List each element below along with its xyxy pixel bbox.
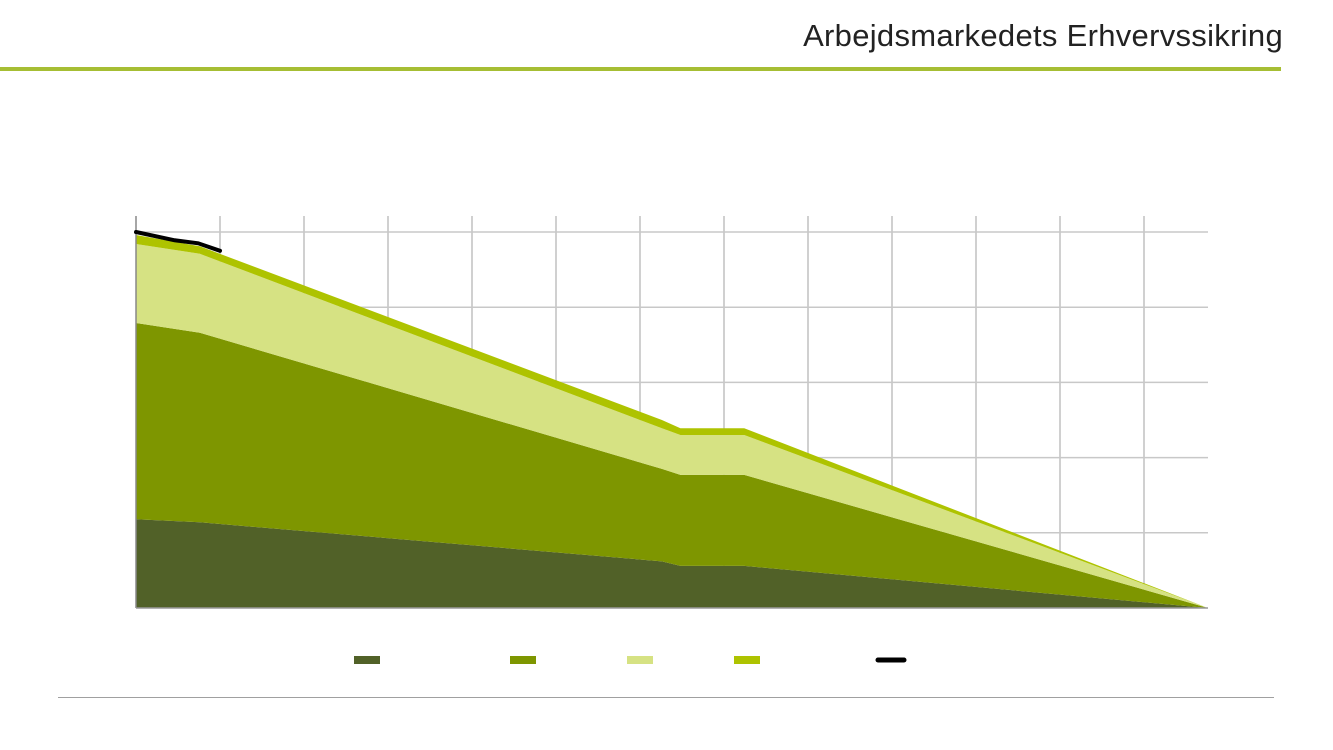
footer-rule xyxy=(58,697,1274,698)
area-series-2 xyxy=(136,322,1208,608)
brand-title: Arbejdsmarkedets Erhvervssikring xyxy=(803,18,1283,53)
line-series xyxy=(134,230,223,253)
legend-swatch-2 xyxy=(510,656,536,664)
header-rule xyxy=(0,67,1281,71)
legend-swatch-1 xyxy=(354,656,380,664)
area-series-4 xyxy=(136,235,1208,608)
area-series-3 xyxy=(136,244,1208,609)
legend-swatch-4 xyxy=(734,656,760,664)
legend-swatch-3 xyxy=(627,656,653,664)
area-series-1 xyxy=(136,519,1208,608)
